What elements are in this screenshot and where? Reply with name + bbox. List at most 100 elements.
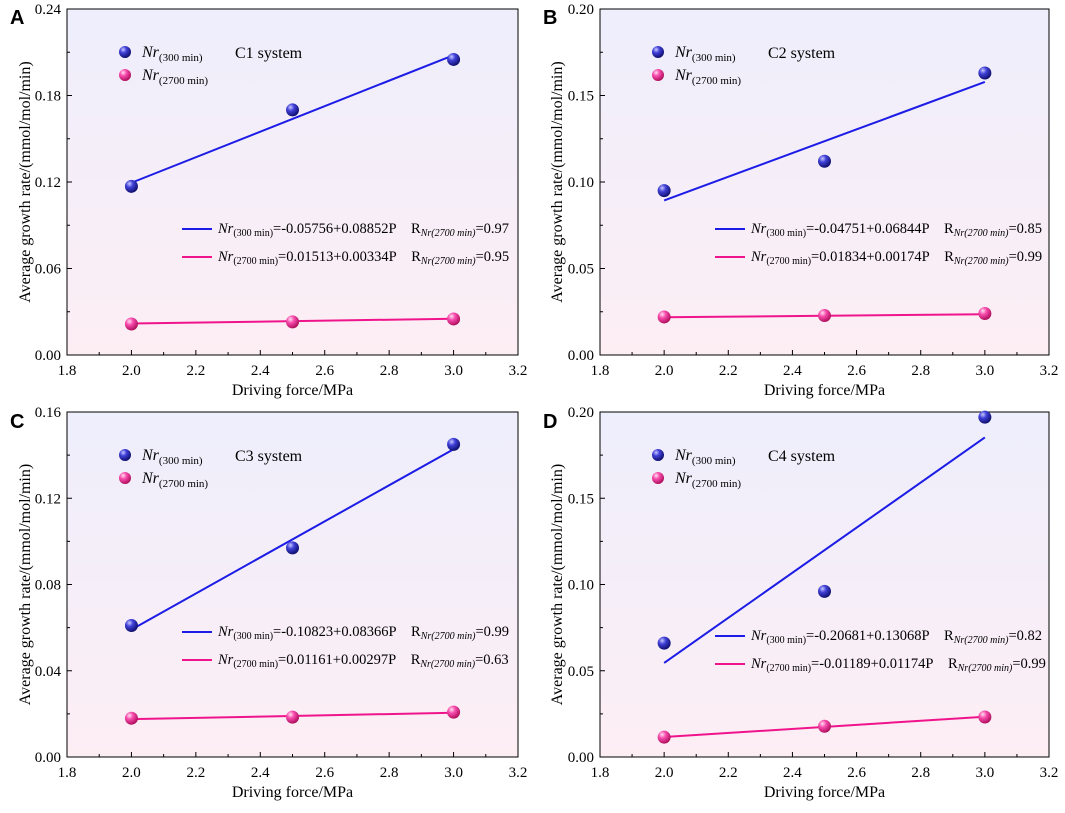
system-label: C3 system [235,448,303,465]
x-axis-label: Driving force/MPa [764,784,885,801]
legend-marker-pink [652,472,664,484]
x-tick-label: 2.4 [783,765,802,781]
legend-label: Nr(300 min) [141,447,203,467]
x-tick-label: 3.2 [1040,363,1059,379]
data-point-pink [657,310,671,324]
data-point-pink [818,719,831,733]
legend-label: Nr(300 min) [141,44,203,64]
x-tick-label: 2.0 [122,765,141,781]
x-tick-label: 1.8 [591,765,610,781]
x-tick-label: 3.2 [1040,765,1059,781]
x-tick-label: 2.6 [847,363,866,379]
fit-line-blue [130,448,455,631]
y-tick-label: 0.10 [568,175,594,191]
y-tick-label: 0.20 [568,405,594,421]
data-point-blue [978,66,992,80]
x-axis-label: Driving force/MPa [764,382,885,399]
data-point-blue [657,636,671,650]
panel-letter: B [543,7,557,29]
x-tick-label: 2.2 [186,363,205,379]
fit-line-blue [663,436,986,664]
x-tick-label: 2.0 [122,363,141,379]
fit-equation: Nr(300 min)=-0.10823+0.08366P RNr(2700 m… [217,624,509,642]
y-tick-label: 0.05 [568,664,594,680]
x-tick-label: 2.6 [847,765,866,781]
y-tick-label: 0.15 [568,89,594,105]
y-tick-label: 0.12 [35,491,61,507]
y-tick-label: 0.18 [35,89,61,105]
data-point-blue [286,541,299,555]
system-label: C1 system [235,45,303,62]
x-tick-label: 1.8 [58,765,77,781]
system-label: C4 system [768,448,836,465]
y-tick-label: 0.15 [568,491,594,507]
plot-background [67,412,518,757]
fit-line-blue [131,54,454,184]
y-tick-label: 0.10 [568,578,594,594]
chart-panel-c: C 1.8 2.0 2.2 2.4 2.6 2.8 3.0 3.2 0.00 0.04 0.08 0.1… [10,405,527,801]
x-tick-label: 2.6 [315,363,334,379]
legend-marker-blue [652,449,664,461]
data-point-blue [657,184,671,198]
data-point-pink [978,710,992,724]
x-tick-label: 2.4 [251,765,270,781]
chart-panel-b: B 1.8 2.0 2.2 2.4 2.6 2.8 3.0 3.2 0.00 0.05 0.10 0.1… [543,2,1058,399]
legend-label: Nr(2700 min) [141,67,208,87]
y-tick-label: 0.00 [35,750,61,766]
data-point-pink [447,705,461,719]
fit-equation: Nr(300 min)=-0.05756+0.08852P RNr(2700 m… [217,221,509,239]
x-tick-label: 3.2 [509,765,528,781]
legend-label: Nr(2700 min) [674,67,741,87]
x-axis-label: Driving force/MPa [232,784,353,801]
data-point-blue [818,154,831,168]
y-tick-label: 0.12 [35,175,61,191]
legend-label: Nr(2700 min) [674,470,741,490]
chart-panel-d: D 1.8 2.0 2.2 2.4 2.6 2.8 3.0 3.2 0.00 0.05 0.10 0.1… [543,405,1058,801]
fit-equation: Nr(2700 min)=0.01513+0.00334P RNr(2700 m… [217,249,509,267]
x-tick-label: 2.8 [380,363,399,379]
plot-background [600,412,1049,757]
data-point-pink [818,309,831,323]
fit-equation: Nr(2700 min)=0.01834+0.00174P RNr(2700 m… [750,249,1042,267]
y-tick-label: 0.00 [35,348,61,364]
data-point-blue [447,52,461,66]
x-tick-label: 2.0 [655,765,674,781]
y-tick-label: 0.04 [35,664,62,680]
x-tick-label: 3.0 [444,765,463,781]
y-tick-label: 0.05 [568,262,594,278]
fit-equation: Nr(2700 min)=-0.01189+0.01174P RNr(2700 … [750,656,1046,674]
system-label: C2 system [768,45,836,62]
x-axis-label: Driving force/MPa [232,382,353,399]
data-point-pink [657,730,671,744]
fit-line-blue [663,81,986,202]
x-tick-label: 2.6 [315,765,334,781]
y-tick-label: 0.00 [568,348,594,364]
fit-equation: Nr(2700 min)=0.01161+0.00297P RNr(2700 m… [217,652,509,670]
x-tick-label: 3.0 [444,363,463,379]
data-point-pink [286,710,299,724]
x-tick-label: 2.0 [655,363,674,379]
panel-letter: D [543,411,557,433]
y-tick-label: 0.06 [35,262,62,278]
data-point-blue [124,179,138,193]
data-point-pink [124,711,138,725]
x-tick-label: 3.0 [975,363,994,379]
legend-marker-blue [652,46,664,58]
data-point-blue [447,437,461,451]
x-tick-label: 3.0 [975,765,994,781]
legend-label: Nr(300 min) [674,447,736,467]
x-tick-label: 2.8 [911,765,930,781]
x-tick-label: 2.4 [251,363,270,379]
legend-label: Nr(300 min) [674,44,736,64]
legend-marker-pink [652,69,664,81]
legend-marker-pink [119,69,131,81]
data-point-pink [286,315,299,329]
y-axis-label: Average growth rate/(mmol/mol/min) [17,464,34,705]
data-point-pink [978,306,992,320]
y-axis-label: Average growth rate/(mmol/mol/min) [549,61,566,302]
data-point-pink [124,317,138,331]
panel-letter: A [10,7,24,29]
legend-marker-blue [119,449,131,461]
x-tick-label: 2.2 [186,765,205,781]
